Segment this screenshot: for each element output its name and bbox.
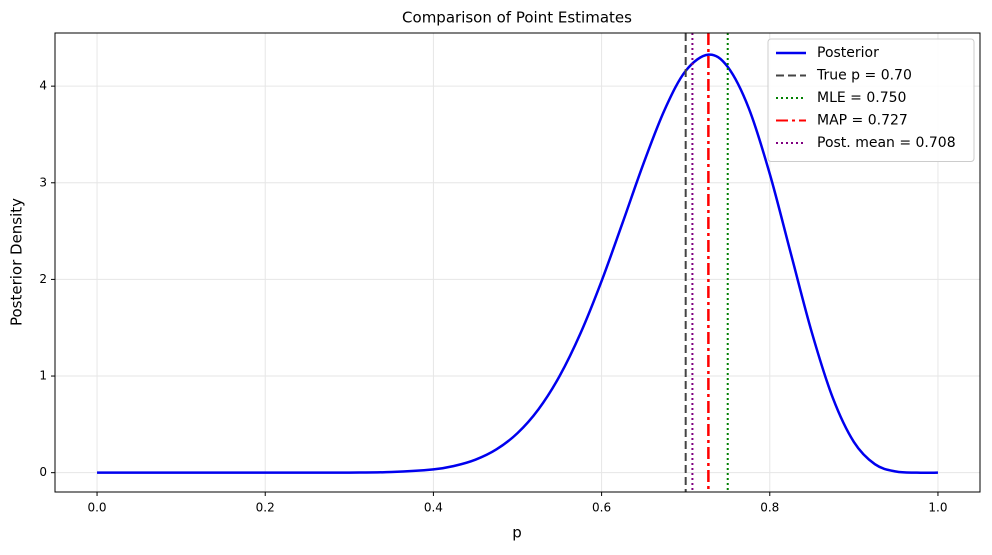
legend-label: True p = 0.70 [816,68,912,84]
chart-title: Comparison of Point Estimates [402,9,632,27]
x-tick-label: 0.2 [256,501,275,515]
plot-frame [54,32,981,493]
x-tick-label: 0.4 [424,501,443,515]
x-tick-label: 0.6 [592,501,611,515]
legend-label: Posterior [817,45,879,61]
x-tick-label: 1.0 [928,501,947,515]
y-axis-label: Posterior Density [8,198,26,326]
legend: Posterior True p = 0.70 MLE = 0.750 MAP = 0… [767,38,975,162]
legend-label: MLE = 0.750 [817,90,906,106]
x-axis-label: p [512,524,522,542]
y-tick-label: 4 [39,79,47,93]
y-tick-label: 3 [39,175,47,189]
x-tick-label: 0.8 [760,501,779,515]
legend-box [767,38,975,162]
y-tick-label: 2 [39,272,47,286]
x-tick-label: 0.0 [87,501,106,515]
y-tick-label: 0 [39,465,47,479]
legend-label: Post. mean = 0.708 [817,135,956,151]
posterior-line [97,53,938,474]
y-tick-label: 1 [39,369,47,383]
legend-label: MAP = 0.727 [817,113,908,129]
